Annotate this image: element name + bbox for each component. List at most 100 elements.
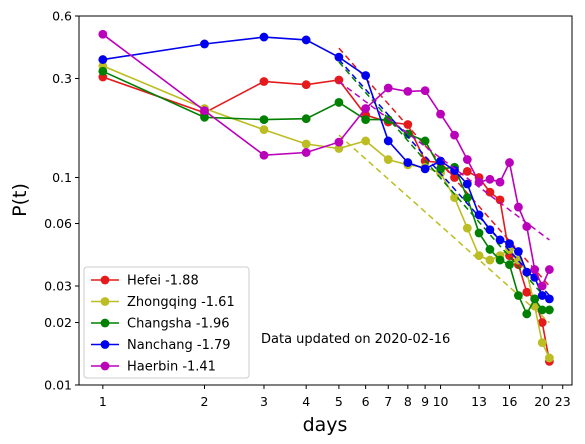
legend-item-1: Zhongqing -1.61 [91, 295, 235, 310]
data-point [200, 106, 209, 116]
data-point [259, 32, 269, 42]
y-tick-label: 0.06 [44, 216, 72, 231]
data-point [334, 52, 344, 62]
y-tick-label: 0.02 [44, 315, 72, 330]
data-point [259, 125, 269, 135]
x-tick-label: 2 [201, 394, 209, 409]
x-tick-label: 10 [433, 394, 449, 409]
data-point [383, 83, 393, 93]
x-tick-label: 20 [534, 394, 550, 409]
fit-line [338, 61, 550, 303]
data-point [474, 177, 484, 187]
data-point [420, 136, 430, 146]
y-tick-label: 0.03 [44, 278, 72, 293]
x-axis-label: days [303, 414, 348, 436]
fit-line [338, 47, 550, 287]
y-tick-label: 0.6 [52, 9, 72, 24]
data-point [383, 136, 393, 146]
data-point [530, 265, 540, 274]
data-point [200, 39, 209, 49]
data-point [98, 66, 108, 76]
legend-item-4: Haerbin -1.41 [91, 360, 216, 375]
data-point [513, 247, 523, 256]
data-point [544, 294, 554, 304]
data-point [537, 281, 547, 291]
plot-frame [78, 15, 573, 386]
data-point [98, 29, 108, 39]
data-point [436, 156, 445, 166]
data-point [361, 71, 371, 80]
y-tick-label: 0.3 [52, 71, 72, 86]
data-point [505, 239, 514, 249]
data-point [462, 179, 472, 189]
legend-box [83, 266, 250, 379]
data-point [537, 305, 547, 315]
series-4 [98, 29, 554, 291]
data-point [450, 166, 459, 175]
data-point [334, 137, 344, 147]
data-point [334, 144, 344, 153]
x-tick-label: 8 [404, 394, 412, 409]
data-point [485, 174, 495, 184]
data-point [301, 80, 311, 90]
legend-swatch-marker [100, 318, 110, 328]
data-point [485, 225, 495, 235]
data-point [462, 166, 472, 176]
data-point [462, 155, 472, 164]
data-point [450, 130, 459, 140]
y-tick-label: 0.1 [52, 170, 72, 185]
data-point [485, 187, 495, 197]
data-point [334, 98, 344, 107]
data-point [436, 109, 445, 119]
data-point [530, 294, 540, 304]
data-point [301, 139, 311, 149]
data-point [544, 265, 554, 274]
data-point [544, 353, 554, 363]
data-point [436, 164, 445, 174]
legend-label: Hefei -1.88 [127, 274, 199, 289]
data-point [474, 228, 484, 238]
y-tick-label: 0.01 [44, 378, 72, 393]
data-point [544, 305, 554, 315]
legend-item-2: Changsha -1.96 [91, 317, 230, 332]
data-point [301, 114, 311, 124]
x-tick-label: 13 [471, 394, 487, 409]
legend-label: Zhongqing -1.61 [127, 295, 235, 310]
data-point [420, 164, 430, 174]
data-point [98, 55, 108, 64]
annotation-text: Data updated on 2020-02-16 [261, 332, 450, 347]
data-point [505, 158, 514, 167]
data-point [259, 115, 269, 125]
plot-area [98, 29, 554, 366]
data-point [537, 291, 547, 300]
data-point [259, 77, 269, 86]
x-tick-label: 7 [384, 394, 392, 409]
series-1 [98, 61, 554, 363]
data-point [495, 195, 505, 205]
series-3 [98, 32, 554, 304]
data-point [522, 309, 532, 319]
data-point [495, 235, 505, 245]
data-point [522, 287, 532, 297]
legend-label: Nanchang -1.79 [127, 338, 231, 353]
data-point [403, 158, 413, 167]
x-tick-label: 6 [362, 394, 370, 409]
x-tick-label: 16 [502, 394, 518, 409]
y-axis-label: P(t) [9, 183, 31, 217]
x-tick-label: 23 [555, 394, 571, 409]
x-tick-label: 9 [421, 394, 429, 409]
data-point [474, 210, 484, 220]
data-point [361, 136, 371, 146]
data-point [495, 177, 505, 187]
data-point [259, 150, 269, 160]
x-tick-label: 1 [99, 394, 107, 409]
data-point [361, 104, 371, 113]
data-point [474, 251, 484, 261]
data-point [301, 35, 311, 45]
legend: Hefei -1.88 Zhongqing -1.61 Changsha -1.96… [83, 266, 250, 379]
data-point [420, 86, 430, 96]
fit-line [338, 80, 550, 241]
x-tick-label: 4 [302, 394, 310, 409]
data-point [200, 112, 209, 122]
